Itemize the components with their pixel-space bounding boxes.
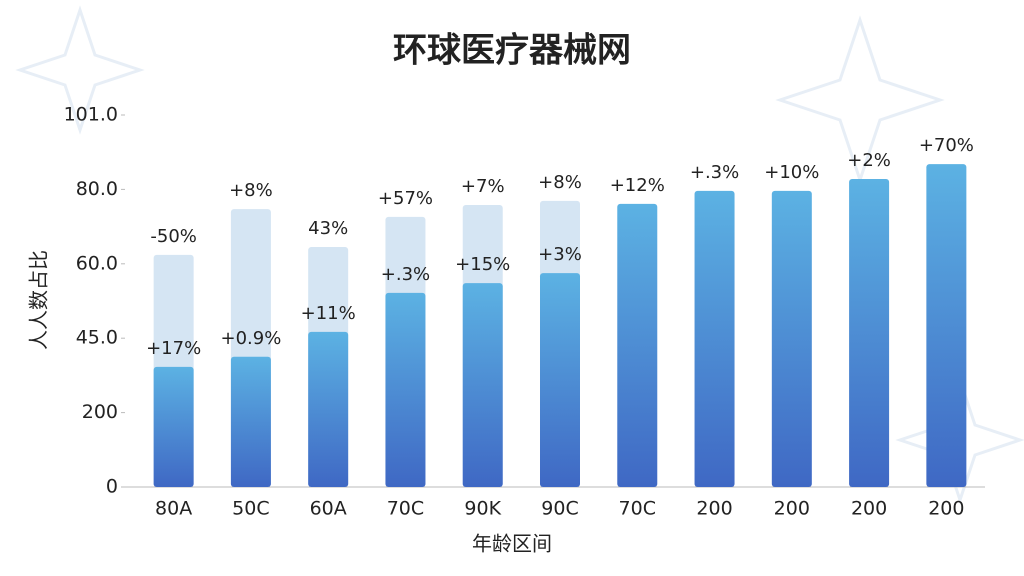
bar xyxy=(385,292,426,487)
x-tick-label: 80A xyxy=(155,498,192,520)
bar xyxy=(153,366,194,487)
x-axis-label: 年龄区间 xyxy=(472,532,552,556)
y-tick-label: 0 xyxy=(106,476,118,498)
bar xyxy=(926,164,967,487)
y-axis-label: 人人数占比 xyxy=(27,250,51,350)
data-label: -50% xyxy=(150,226,197,247)
x-tick-label: 70C xyxy=(387,498,424,520)
bar xyxy=(308,331,349,487)
data-label: +70% xyxy=(919,135,974,156)
y-tick-label: 60.0 xyxy=(76,252,118,274)
chart-title: 环球医疗器械网 xyxy=(393,31,631,71)
bar xyxy=(849,178,890,487)
data-label: +11% xyxy=(301,303,356,324)
data-label: +10% xyxy=(764,162,819,183)
data-label: +8% xyxy=(538,172,582,193)
x-tick-label: 90K xyxy=(464,498,501,520)
data-label: +0.9% xyxy=(221,328,282,349)
x-tick-label: 200 xyxy=(696,498,732,520)
bar xyxy=(462,283,503,487)
data-label: 43% xyxy=(308,218,348,239)
x-tick-label: 70C xyxy=(619,498,656,520)
y-tick-label: 200 xyxy=(82,401,118,423)
x-tick-label: 200 xyxy=(928,498,964,520)
bar xyxy=(617,203,658,487)
bar xyxy=(771,190,812,487)
bar xyxy=(540,273,580,487)
data-label: +7% xyxy=(461,176,505,197)
data-label: +57% xyxy=(378,188,433,209)
y-tick-label: 101.0 xyxy=(64,104,118,126)
x-tick-label: 200 xyxy=(774,498,810,520)
y-tick-label: 45.0 xyxy=(76,327,118,349)
x-tick-label: 50C xyxy=(232,498,269,520)
data-label: +15% xyxy=(455,254,510,275)
x-tick-label: 200 xyxy=(851,498,887,520)
y-tick-label: 80.0 xyxy=(76,178,118,200)
data-label: +.3% xyxy=(690,162,739,183)
data-label: +.3% xyxy=(381,264,430,285)
x-tick-label: 60A xyxy=(310,498,347,520)
data-label: +3% xyxy=(538,244,582,265)
bar xyxy=(230,356,271,487)
data-label: +2% xyxy=(847,150,891,171)
x-tick-label: 90C xyxy=(541,498,578,520)
data-label: +12% xyxy=(610,175,665,196)
data-label: +17% xyxy=(146,338,201,359)
bar xyxy=(694,190,735,487)
data-label: +8% xyxy=(229,180,273,201)
